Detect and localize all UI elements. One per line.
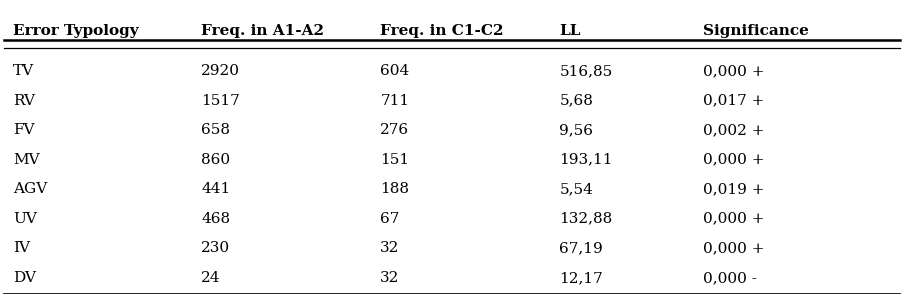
Text: 0,017 +: 0,017 +: [702, 93, 763, 108]
Text: UV: UV: [14, 212, 37, 226]
Text: 230: 230: [201, 241, 230, 255]
Text: 658: 658: [201, 123, 230, 137]
Text: 32: 32: [380, 271, 399, 285]
Text: FV: FV: [14, 123, 34, 137]
Text: 12,17: 12,17: [559, 271, 602, 285]
Text: 0,000 +: 0,000 +: [702, 212, 763, 226]
Text: DV: DV: [14, 271, 36, 285]
Text: Freq. in C1-C2: Freq. in C1-C2: [380, 24, 503, 38]
Text: 711: 711: [380, 93, 409, 108]
Text: 32: 32: [380, 241, 399, 255]
Text: 2920: 2920: [201, 64, 240, 78]
Text: MV: MV: [14, 153, 40, 167]
Text: 1517: 1517: [201, 93, 239, 108]
Text: 0,000 +: 0,000 +: [702, 64, 763, 78]
Text: 0,000 +: 0,000 +: [702, 153, 763, 167]
Text: 860: 860: [201, 153, 230, 167]
Text: 468: 468: [201, 212, 230, 226]
Text: 188: 188: [380, 182, 409, 196]
Text: 132,88: 132,88: [559, 212, 612, 226]
Text: 0,000 -: 0,000 -: [702, 271, 756, 285]
Text: 276: 276: [380, 123, 409, 137]
Text: 24: 24: [201, 271, 220, 285]
Text: RV: RV: [14, 93, 35, 108]
Text: AGV: AGV: [14, 182, 47, 196]
Text: 0,000 +: 0,000 +: [702, 241, 763, 255]
Text: 5,54: 5,54: [559, 182, 592, 196]
Text: 5,68: 5,68: [559, 93, 592, 108]
Text: TV: TV: [14, 64, 34, 78]
Text: 0,002 +: 0,002 +: [702, 123, 763, 137]
Text: Significance: Significance: [702, 24, 808, 38]
Text: 193,11: 193,11: [559, 153, 612, 167]
Text: 9,56: 9,56: [559, 123, 593, 137]
Text: 67: 67: [380, 212, 399, 226]
Text: 0,019 +: 0,019 +: [702, 182, 763, 196]
Text: Error Typology: Error Typology: [14, 24, 138, 38]
Text: LL: LL: [559, 24, 581, 38]
Text: 516,85: 516,85: [559, 64, 612, 78]
Text: Freq. in A1-A2: Freq. in A1-A2: [201, 24, 324, 38]
Text: 67,19: 67,19: [559, 241, 602, 255]
Text: 604: 604: [380, 64, 409, 78]
Text: IV: IV: [14, 241, 30, 255]
Text: 441: 441: [201, 182, 230, 196]
Text: 151: 151: [380, 153, 409, 167]
